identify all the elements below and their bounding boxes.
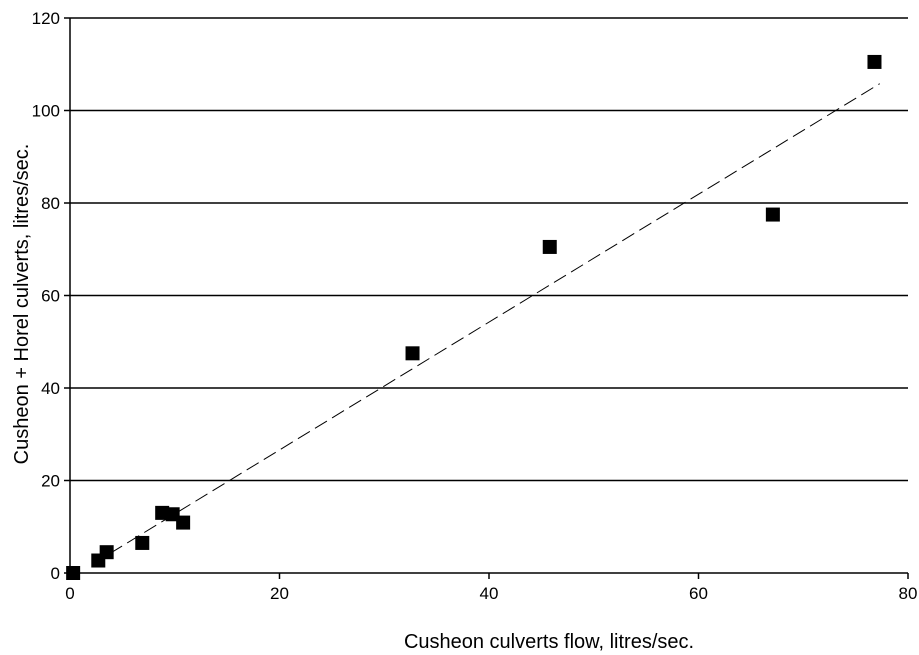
data-point	[135, 535, 150, 550]
y-tick-label-0: 0	[51, 564, 60, 583]
y-tick-label-80: 80	[41, 194, 60, 213]
x-tick-label-80: 80	[899, 584, 918, 603]
data-point	[765, 207, 780, 222]
data-point	[405, 346, 420, 361]
trendline	[92, 83, 880, 565]
y-tick-label-40: 40	[41, 379, 60, 398]
x-tick-label-60: 60	[689, 584, 708, 603]
trendline-layer	[92, 83, 880, 565]
y-axis-title: Cusheon + Horel culverts, litres/sec.	[11, 144, 33, 465]
data-point	[66, 566, 81, 580]
gridlines	[70, 17, 908, 482]
data-point	[99, 545, 114, 560]
y-tick-label-60: 60	[41, 287, 60, 306]
data-point	[867, 54, 882, 69]
data-point	[176, 515, 191, 530]
data-points	[66, 54, 882, 580]
x-axis-title: Cusheon culverts flow, litres/sec.	[404, 631, 694, 653]
y-tick-label-120: 120	[32, 9, 60, 28]
y-tick-label-20: 20	[41, 472, 60, 491]
y-tick-labels: 0 20 40 60 80 100 120	[32, 9, 70, 583]
x-tick-label-20: 20	[270, 584, 289, 603]
x-tick-labels: 0 20 40 60 80	[65, 573, 917, 603]
data-point	[542, 239, 557, 254]
x-tick-label-0: 0	[65, 584, 74, 603]
x-tick-label-40: 40	[480, 584, 499, 603]
y-tick-label-100: 100	[32, 102, 60, 121]
